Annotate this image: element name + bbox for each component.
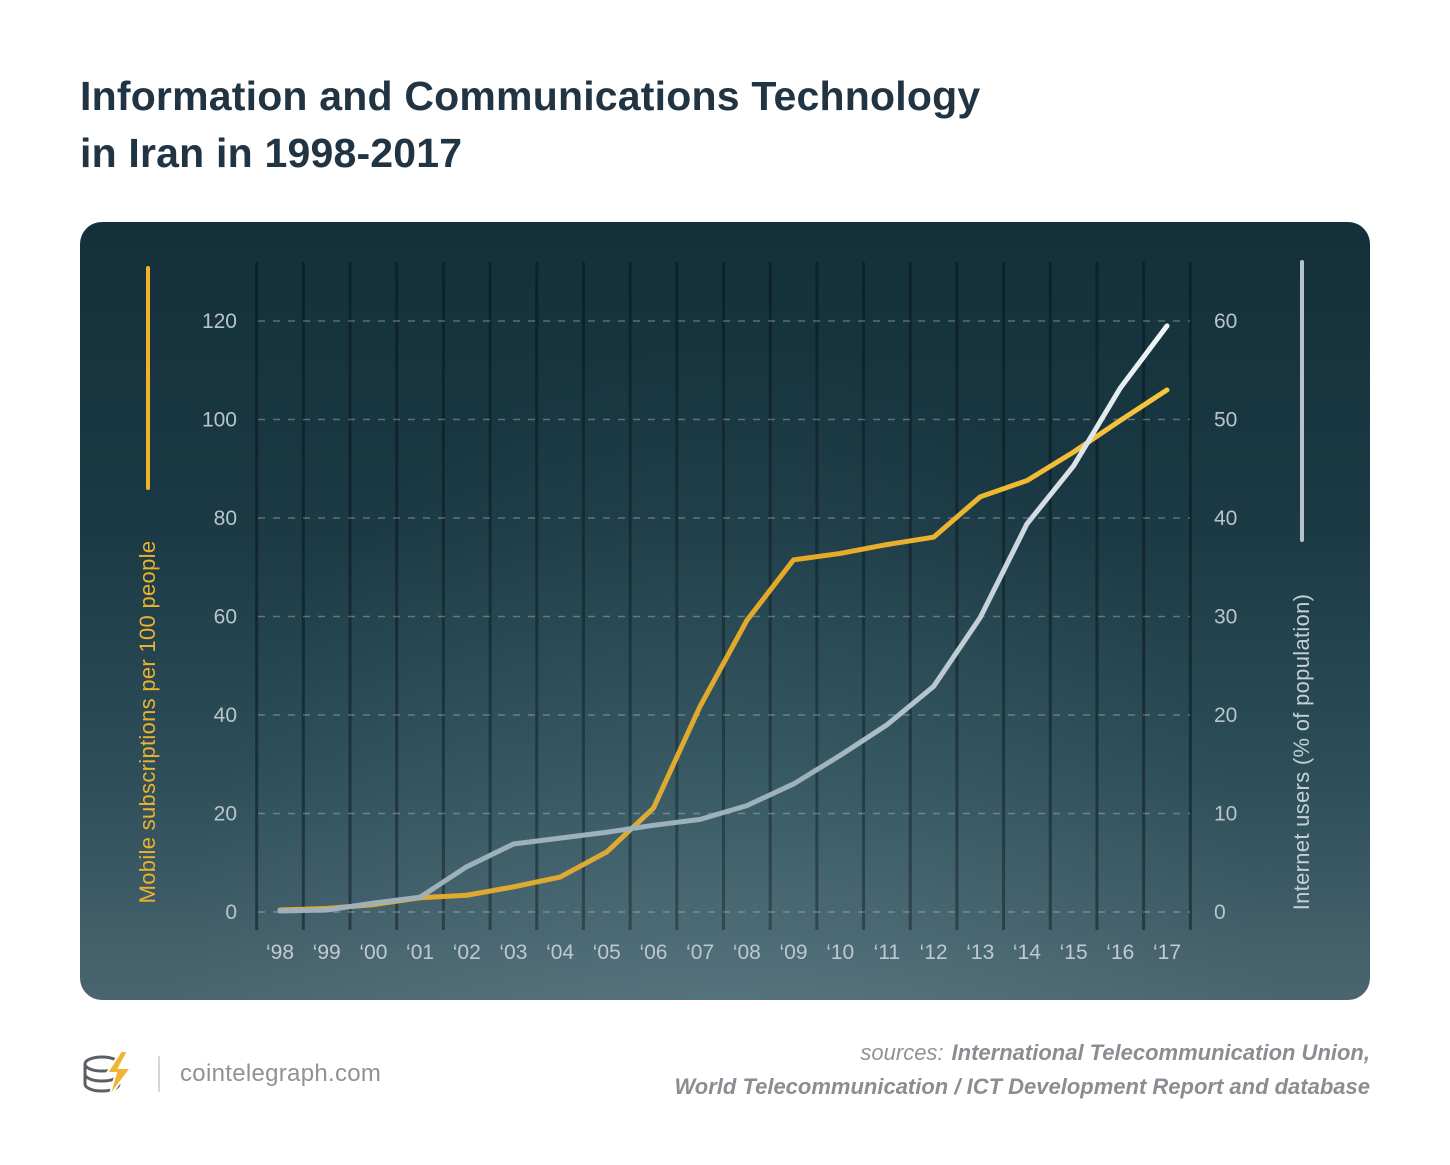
- sources-label: sources:: [860, 1040, 944, 1065]
- right-axis-label: Internet users (% of population): [1289, 593, 1314, 911]
- sources-text-2: World Telecommunication / ICT Developmen…: [674, 1074, 1370, 1100]
- svg-text:‘99: ‘99: [313, 941, 341, 964]
- svg-text:‘10: ‘10: [826, 941, 854, 964]
- svg-text:‘13: ‘13: [966, 941, 994, 964]
- cointelegraph-logo: [83, 1050, 134, 1098]
- svg-text:‘09: ‘09: [780, 941, 808, 964]
- svg-text:‘04: ‘04: [546, 941, 574, 964]
- site-name: cointelegraph.com: [180, 1060, 382, 1087]
- svg-text:50: 50: [1214, 409, 1237, 432]
- svg-text:‘02: ‘02: [453, 941, 481, 964]
- svg-text:‘06: ‘06: [639, 941, 667, 964]
- svg-text:‘15: ‘15: [1060, 941, 1088, 964]
- svg-text:20: 20: [1214, 704, 1237, 727]
- left-axis-label: Mobile subscriptions per 100 people: [135, 540, 160, 904]
- svg-text:80: 80: [214, 507, 237, 530]
- svg-text:‘14: ‘14: [1013, 941, 1041, 964]
- svg-text:60: 60: [214, 606, 237, 629]
- svg-text:20: 20: [214, 803, 237, 826]
- sources-text-1: International Telecommunication Union,: [951, 1040, 1370, 1065]
- ict-line-chart: 0 20 40 60 80 100 120 0 10 20 30 40 50 60 ‘98 ‘99 ‘00 ‘01…: [146, 260, 1304, 964]
- svg-text:40: 40: [1214, 507, 1237, 530]
- svg-text:‘12: ‘12: [920, 941, 948, 964]
- brand-divider: [158, 1056, 160, 1092]
- sources-note: sources: International Telecommunication …: [674, 1036, 1370, 1104]
- svg-text:120: 120: [202, 310, 237, 333]
- svg-text:‘16: ‘16: [1106, 941, 1134, 964]
- page-title-line2: in Iran in 1998-2017: [80, 129, 463, 176]
- svg-text:‘08: ‘08: [733, 941, 761, 964]
- sources-line-2: World Telecommunication / ICT Developmen…: [674, 1070, 1370, 1104]
- svg-text:100: 100: [202, 409, 237, 432]
- chart-panel: 0 20 40 60 80 100 120 0 10 20 30 40 50 60 ‘98 ‘99 ‘00 ‘01…: [80, 222, 1370, 1000]
- page-title-line1: Information and Communications Technolog…: [80, 73, 981, 119]
- footer-brand: cointelegraph.com: [80, 1045, 381, 1103]
- svg-text:‘98: ‘98: [266, 941, 294, 964]
- svg-text:‘05: ‘05: [593, 941, 621, 964]
- svg-text:‘07: ‘07: [686, 941, 714, 964]
- svg-text:‘00: ‘00: [359, 941, 387, 964]
- svg-text:10: 10: [1214, 803, 1237, 826]
- svg-text:‘01: ‘01: [406, 941, 434, 964]
- svg-text:60: 60: [1214, 310, 1237, 333]
- svg-text:‘11: ‘11: [874, 941, 900, 964]
- svg-text:30: 30: [1214, 606, 1237, 629]
- svg-text:‘17: ‘17: [1153, 941, 1181, 964]
- svg-text:0: 0: [1214, 901, 1226, 924]
- svg-text:‘03: ‘03: [499, 941, 527, 964]
- svg-text:40: 40: [214, 704, 237, 727]
- sources-line-1: sources: International Telecommunication …: [674, 1036, 1370, 1070]
- svg-text:0: 0: [225, 901, 237, 924]
- page-title: Information and Communications Technolog…: [80, 68, 980, 181]
